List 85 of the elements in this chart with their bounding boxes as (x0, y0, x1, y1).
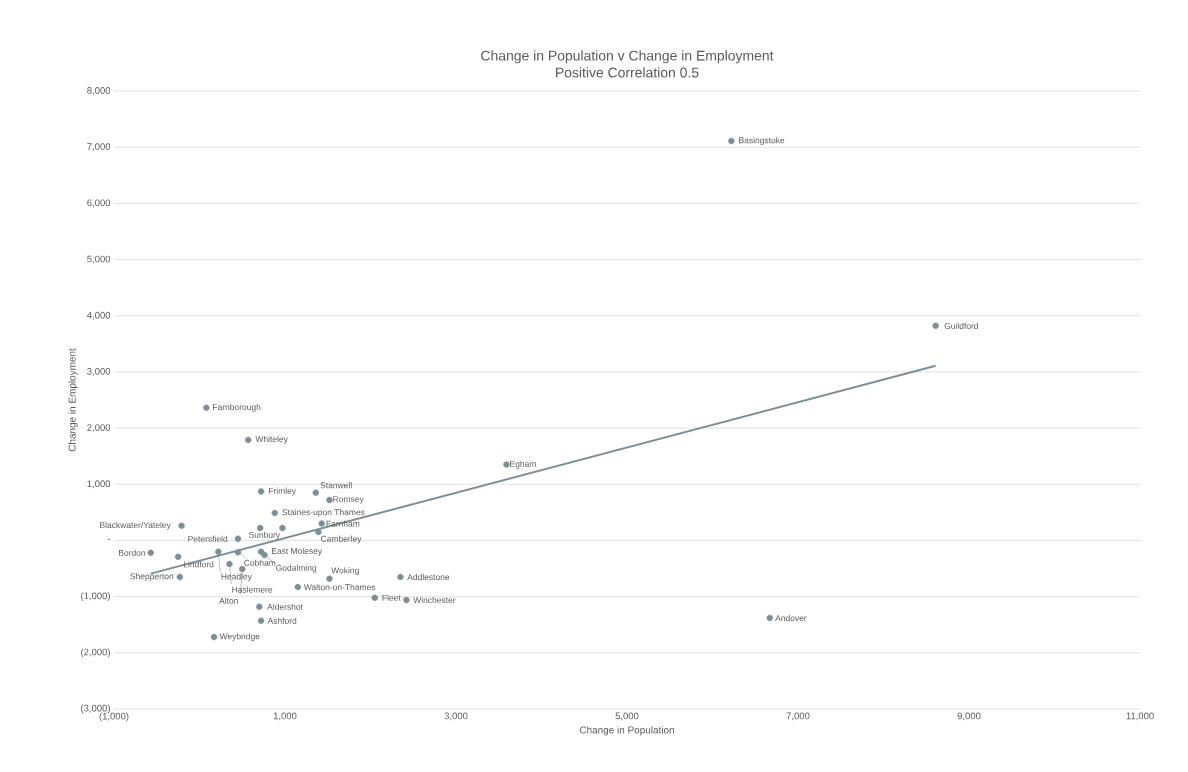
chart-title: Change in Population v Change in Employment (481, 50, 774, 64)
x-tick-label: 3,000 (444, 712, 468, 721)
point (178, 522, 185, 530)
point (257, 488, 265, 495)
point (234, 535, 242, 542)
point (176, 573, 184, 581)
y-tick-label: 2,000 (87, 424, 111, 433)
point (766, 614, 773, 622)
y-tick-label: 5,000 (87, 255, 111, 264)
point (256, 603, 263, 610)
x-axis-title: Change in Population (579, 726, 674, 736)
annotation: Camberley (321, 535, 362, 544)
point (174, 553, 182, 560)
point (215, 548, 222, 555)
y-tick-label: 4,000 (87, 311, 111, 320)
annotation: Andover (775, 614, 807, 622)
point (318, 520, 325, 527)
y-tick-label: 6,000 (87, 199, 111, 208)
annotation: Guildford (944, 322, 978, 329)
point (315, 528, 322, 536)
y-axis-title: Change in Employment (68, 348, 78, 452)
annotation: Weybridge (219, 633, 260, 642)
annotation: Lindford (183, 561, 214, 568)
y-tick-label: 7,000 (87, 143, 111, 152)
annotation: Petersfield (188, 535, 228, 542)
annotation: Godalming (276, 564, 317, 573)
annotation: Winchester (413, 596, 456, 604)
annotation: Egham (510, 460, 536, 469)
annotation: Aldershot (267, 603, 303, 610)
point (279, 524, 286, 532)
point (932, 322, 939, 330)
y-tick-label: (1,000) (81, 592, 110, 602)
x-tick-label: 1,000 (273, 712, 297, 721)
y-tick-label: (2,000) (81, 648, 110, 658)
x-tick-label: (1,000) (99, 712, 129, 722)
point (326, 496, 333, 504)
y-tick-label: - (107, 539, 111, 540)
annotation: Cobham (244, 559, 276, 566)
y-tick-label: 8,000 (87, 87, 111, 95)
point (261, 551, 268, 559)
x-tick-label: 5,000 (615, 712, 639, 721)
annotation: Fleet (382, 594, 401, 601)
point (326, 575, 333, 582)
y-tick-label: (3,000) (81, 704, 110, 714)
point (147, 549, 154, 557)
annotation: Whiteley (255, 435, 288, 444)
point (239, 565, 246, 573)
y-tick-label: 3,000 (87, 368, 111, 376)
annotation: Ashford (267, 617, 297, 624)
annotation: Blackwater/Yateley (100, 521, 171, 530)
point (503, 461, 510, 468)
annotation: Woking (331, 567, 359, 576)
chart-subtitle: Positive Correlation 0.5 (556, 67, 699, 78)
annotation: Basingstoke (739, 137, 785, 145)
point (271, 509, 278, 517)
x-tick-label: 11,000 (1126, 712, 1154, 721)
point (397, 573, 404, 581)
annotation: Haslemere (232, 586, 273, 593)
point (728, 137, 735, 145)
annotation: Headley (221, 573, 252, 582)
point (245, 436, 252, 444)
point (203, 404, 210, 412)
point (371, 594, 378, 601)
annotation: Addlestone (407, 573, 450, 581)
annotation: Shepperton (130, 573, 174, 581)
annotation: Alton (219, 597, 238, 604)
x-tick-label: 9,000 (957, 712, 981, 721)
point (226, 560, 233, 568)
annotation: Staines-upon Thames (282, 508, 365, 517)
annotation: East Molesey (271, 547, 323, 556)
point (312, 489, 319, 496)
annotation: Frimley (268, 487, 297, 496)
point (210, 633, 218, 641)
point (234, 549, 242, 556)
x-tick-label: 7,000 (786, 712, 810, 721)
annotation: Walton-on-Thames (303, 583, 376, 591)
annotation: Romsey (333, 496, 364, 504)
annotation: Sunbury (248, 531, 281, 540)
y-tick-label: 1,000 (87, 480, 111, 489)
annotation: Bordon (119, 549, 146, 556)
annotation: Farnborough (213, 403, 261, 412)
point (403, 596, 410, 604)
annotation: Stanwell (320, 482, 352, 489)
point (294, 583, 302, 591)
point (257, 617, 265, 624)
